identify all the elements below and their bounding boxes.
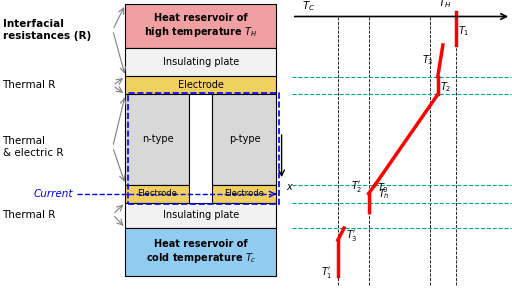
Text: Heat reservoir of
high temperature $T_H$: Heat reservoir of high temperature $T_H$ bbox=[144, 13, 258, 39]
Text: Electrode: Electrode bbox=[138, 189, 177, 198]
Bar bbox=[125, 76, 276, 94]
Text: Electrode: Electrode bbox=[178, 80, 224, 91]
Bar bbox=[128, 93, 279, 204]
Text: $T_H$: $T_H$ bbox=[438, 0, 452, 11]
Text: $T_3'$: $T_3'$ bbox=[346, 228, 358, 243]
Text: Insulating plate: Insulating plate bbox=[163, 210, 239, 220]
Text: $x$: $x$ bbox=[286, 182, 294, 191]
Text: $T_C$: $T_C$ bbox=[302, 0, 315, 14]
Text: Insulating plate: Insulating plate bbox=[163, 57, 239, 67]
Text: Thermal
& electric R: Thermal & electric R bbox=[3, 136, 63, 158]
Text: Current: Current bbox=[33, 189, 73, 199]
Text: n-type: n-type bbox=[142, 134, 173, 145]
Bar bbox=[212, 94, 276, 184]
Text: Thermal R: Thermal R bbox=[3, 209, 56, 220]
Bar bbox=[125, 184, 189, 202]
Text: p-type: p-type bbox=[229, 134, 260, 145]
Text: $T_0$: $T_0$ bbox=[377, 181, 389, 195]
Text: Heat reservoir of
cold temperature $T_c$: Heat reservoir of cold temperature $T_c$ bbox=[145, 239, 257, 265]
Text: $T_h$: $T_h$ bbox=[378, 188, 390, 201]
Bar bbox=[125, 202, 276, 228]
Bar bbox=[212, 184, 276, 202]
Text: $T_1'$: $T_1'$ bbox=[321, 265, 333, 280]
Bar bbox=[125, 48, 276, 76]
Text: $T_1$: $T_1$ bbox=[458, 25, 470, 38]
Text: $T_2$: $T_2$ bbox=[440, 80, 452, 94]
Text: $T_2'$: $T_2'$ bbox=[351, 178, 362, 194]
Bar bbox=[125, 228, 276, 276]
Text: Interfacial
resistances (R): Interfacial resistances (R) bbox=[3, 19, 91, 41]
Text: Thermal R: Thermal R bbox=[3, 80, 56, 91]
Bar bbox=[125, 4, 276, 48]
Bar bbox=[125, 94, 189, 184]
Text: Electrode: Electrode bbox=[225, 189, 264, 198]
Text: $T_3$: $T_3$ bbox=[422, 53, 434, 67]
